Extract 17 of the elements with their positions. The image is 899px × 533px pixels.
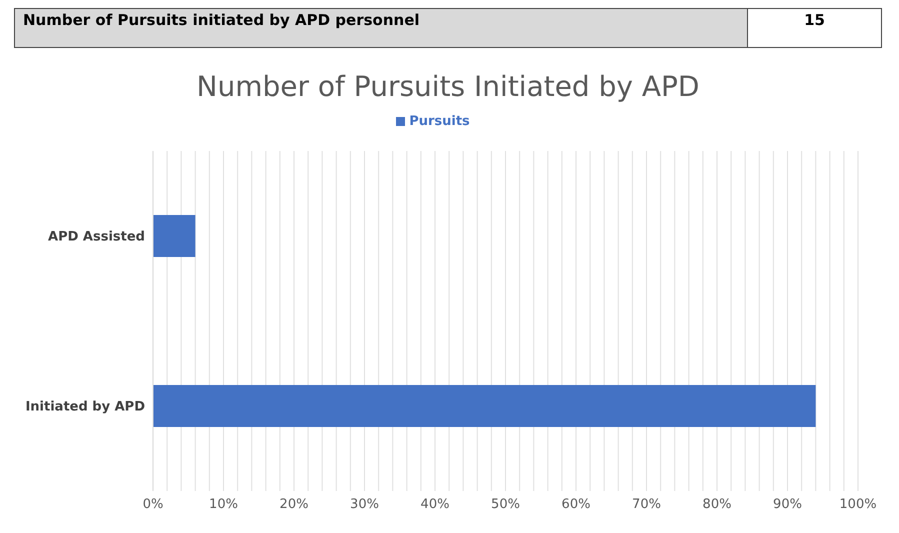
text: Number of Pursuits initiated by APD personnel [15, 9, 748, 47]
x-tick-label: 20% [280, 497, 308, 512]
text: 15 [803, 10, 826, 31]
x-tick-label: 50% [491, 497, 520, 512]
x-tick-label: 10% [209, 497, 238, 512]
x-tick-label: 40% [420, 497, 450, 512]
y-tick-label: APD Assisted [48, 230, 145, 245]
x-tick-label: 30% [350, 497, 379, 512]
x-tick-label: 70% [632, 497, 661, 512]
legend-label: Pursuits [409, 114, 470, 129]
x-tick-label: 80% [702, 497, 732, 512]
x-tick-label: 0% [142, 497, 164, 512]
y-tick-label: Initiated by APD [25, 400, 146, 415]
chart-title: Number of Pursuits Initiated by APD [196, 70, 700, 105]
x-tick-label: 90% [773, 497, 802, 512]
x-tick-label: 100% [839, 497, 877, 512]
x-tick-label: 60% [562, 497, 590, 512]
